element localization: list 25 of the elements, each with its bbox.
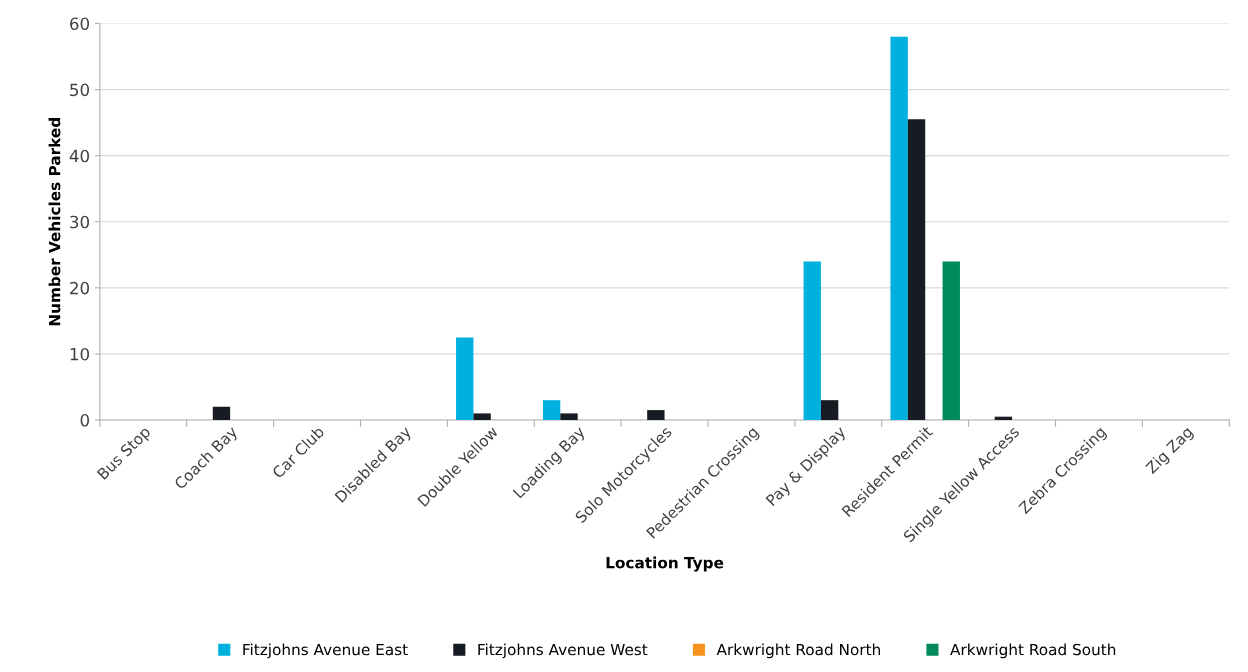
bar — [890, 36, 908, 420]
bar — [560, 413, 578, 420]
bar — [942, 261, 960, 420]
legend-label: Arkwright Road South — [950, 643, 1116, 659]
bar — [647, 410, 665, 420]
y-tick-label: 60 — [70, 17, 90, 31]
y-axis-title: Number Vehicles Parked — [48, 118, 61, 326]
x-tick-label: Zig Zag — [1144, 425, 1196, 477]
y-tick-label: 0 — [80, 413, 90, 427]
bar — [907, 119, 926, 420]
bar — [542, 400, 561, 420]
x-axis-title: Location Type — [606, 556, 724, 572]
y-tick-label: 20 — [70, 281, 90, 295]
bar — [473, 413, 491, 420]
legend-label: Fitzjohns Avenue East — [243, 643, 408, 659]
y-tick-label: 10 — [70, 347, 90, 361]
bar — [456, 337, 474, 420]
y-tick-label: 30 — [70, 215, 90, 229]
y-tick-label: 40 — [69, 149, 90, 163]
bar — [820, 400, 839, 420]
legend-label: Arkwright Road North — [716, 643, 880, 659]
bar — [803, 261, 821, 420]
y-tick-label: 50 — [70, 83, 90, 97]
legend-label: Fitzjohns Avenue West — [478, 643, 648, 659]
bar — [212, 406, 231, 420]
